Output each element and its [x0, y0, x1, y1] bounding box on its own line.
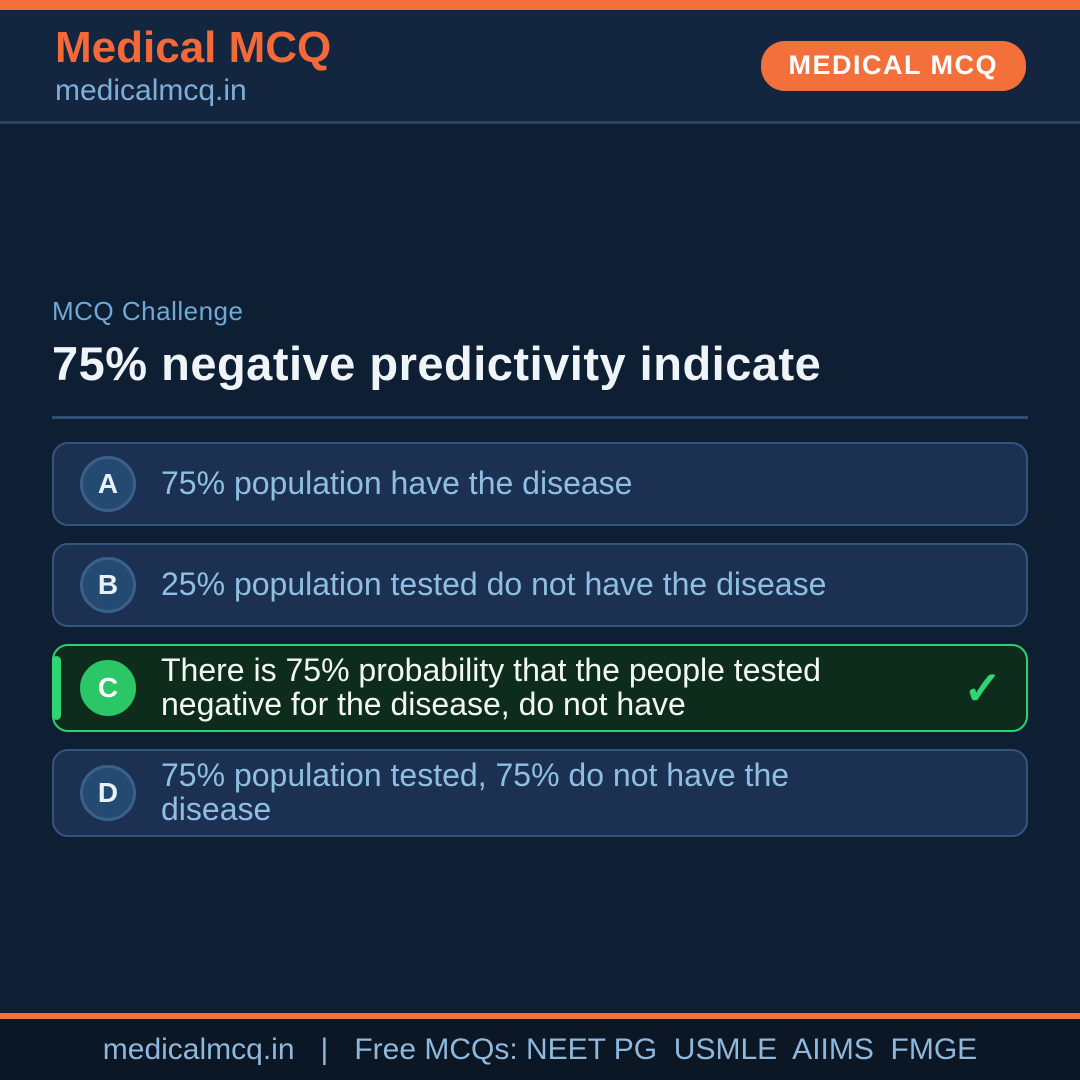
option-b-letter-badge: B — [80, 557, 136, 614]
option-d-text: 75% population tested, 75% do not have t… — [161, 756, 790, 827]
option-a-text: 75% population have the disease — [161, 465, 633, 502]
brand-title: Medical MCQ — [55, 22, 332, 72]
header: Medical MCQ medicalmcq.in MEDICAL MCQ — [0, 10, 1080, 124]
options-list: A 75% population have the disease B 25% … — [52, 442, 1028, 837]
question-title: 75% negative predictivity indicate — [52, 337, 822, 390]
title-divider — [52, 416, 1028, 420]
brand-site-url: medicalmcq.in — [55, 73, 247, 107]
option-d[interactable]: D 75% population tested, 75% do not have… — [52, 748, 1028, 837]
option-c-letter-badge: C — [80, 660, 136, 717]
option-c-text: There is 75% probability that the people… — [161, 652, 821, 723]
question-eyebrow: MCQ Challenge — [52, 296, 244, 326]
top-accent-bar — [0, 0, 1080, 10]
brand-badge: MEDICAL MCQ — [760, 40, 1026, 91]
option-d-letter-badge: D — [80, 764, 136, 821]
footer-accent-bar — [0, 1013, 1080, 1019]
footer-separator: | — [320, 1032, 329, 1066]
footer-tagline: Free MCQs: NEET PG USMLE AIIMS FMGE — [354, 1032, 978, 1066]
option-b-text: 25% population tested do not have the di… — [161, 566, 827, 603]
footer-site-url: medicalmcq.in — [102, 1032, 295, 1066]
correct-accent-bar — [52, 656, 61, 721]
check-icon: ✓ — [963, 662, 1002, 715]
option-c-correct[interactable]: C There is 75% probability that the peop… — [52, 644, 1028, 732]
footer-text-row: medicalmcq.in | Free MCQs: NEET PG USMLE… — [0, 1019, 1080, 1080]
option-a-letter-badge: A — [80, 456, 136, 513]
option-a[interactable]: A 75% population have the disease — [52, 442, 1028, 527]
option-b[interactable]: B 25% population tested do not have the … — [52, 543, 1028, 628]
brand-block: Medical MCQ medicalmcq.in — [55, 24, 331, 108]
question-section: MCQ Challenge 75% negative predictivity … — [0, 296, 1080, 837]
footer: medicalmcq.in | Free MCQs: NEET PG USMLE… — [0, 1013, 1080, 1080]
